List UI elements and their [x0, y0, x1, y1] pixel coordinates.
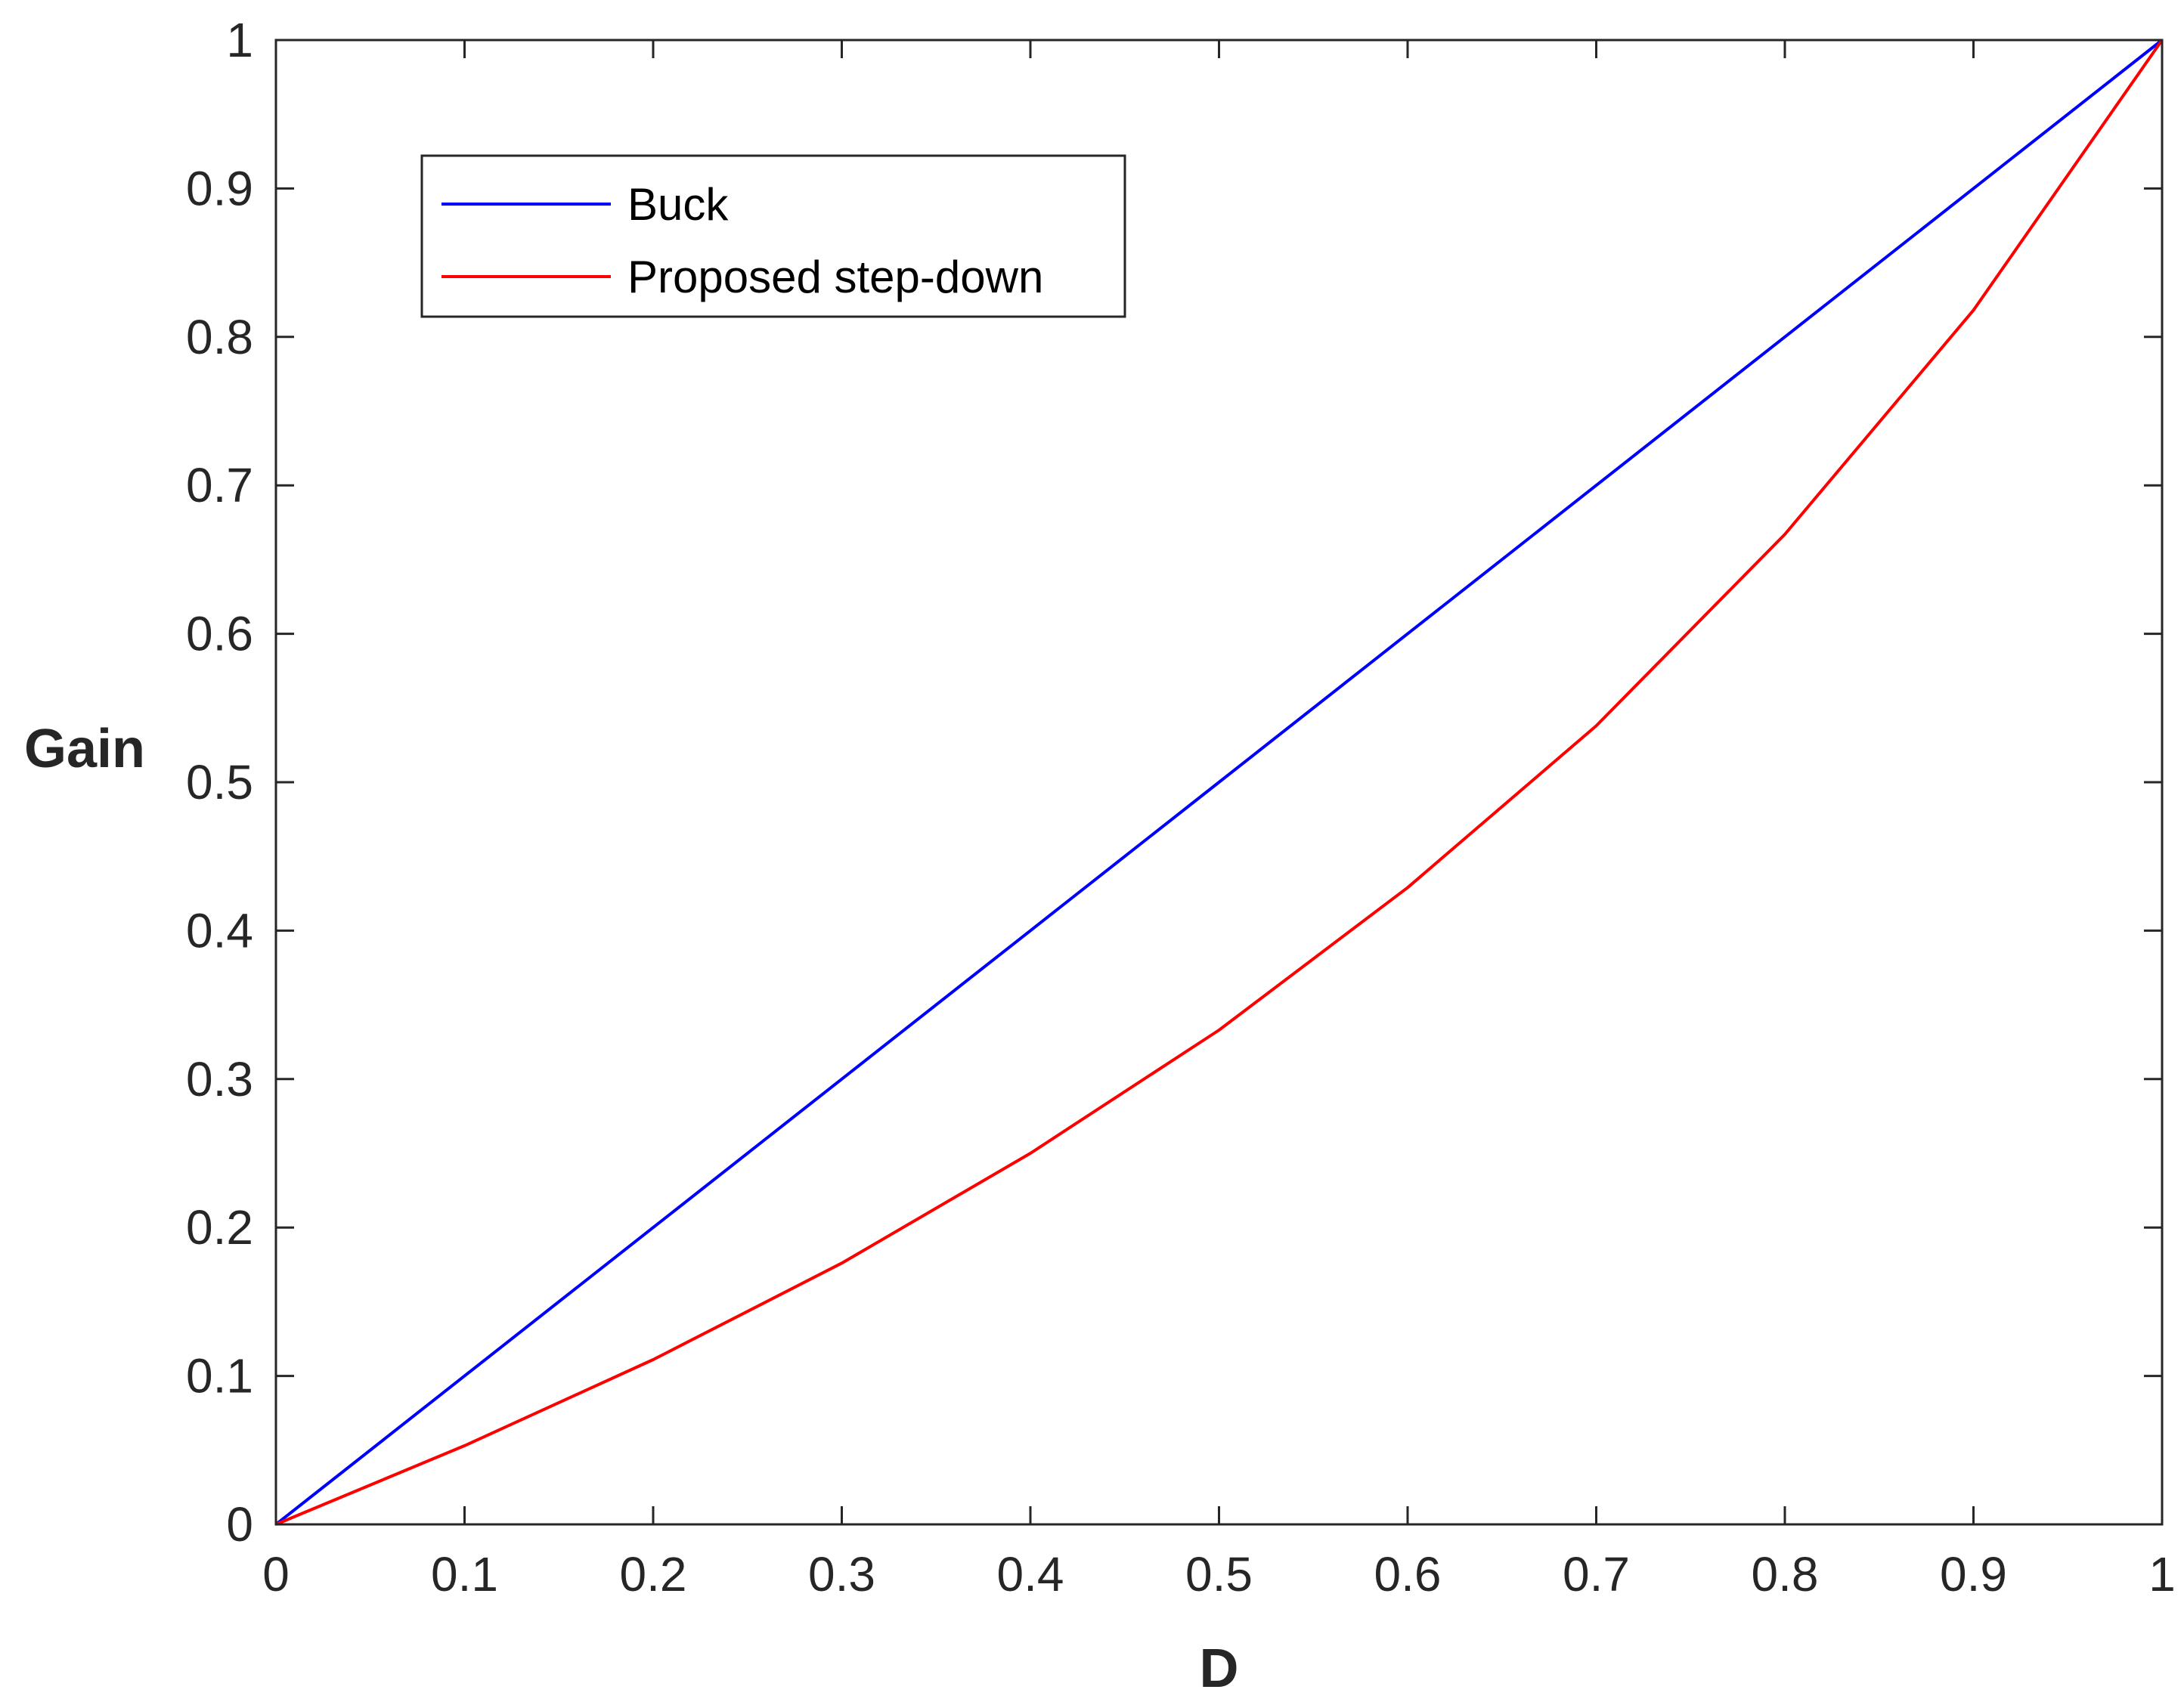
x-tick-label: 0.5 [1185, 1547, 1253, 1601]
x-tick-label: 0.3 [808, 1547, 875, 1601]
x-tick-label: 0.4 [997, 1547, 1064, 1601]
y-tick-label: 1 [226, 13, 253, 67]
legend: Buck Proposed step-down [420, 154, 1126, 318]
x-tick-label: 0.6 [1374, 1547, 1442, 1601]
y-tick-label: 0.5 [186, 755, 253, 809]
y-tick-label: 0.7 [186, 458, 253, 512]
legend-box [420, 154, 1126, 318]
x-tick-label: 0 [262, 1547, 290, 1601]
y-tick-label: 0.8 [186, 310, 253, 364]
y-tick-label: 0.6 [186, 607, 253, 661]
x-tick-label: 0.1 [431, 1547, 498, 1601]
x-tick-label: 0.7 [1563, 1547, 1630, 1601]
y-tick-label: 0.9 [186, 161, 253, 215]
x-tick-label: 0.8 [1752, 1547, 1819, 1601]
x-tick-label: 1 [2148, 1547, 2176, 1601]
series-line-0 [274, 39, 2164, 1526]
x-tick-label: 0.2 [620, 1547, 687, 1601]
y-tick-label: 0.1 [186, 1349, 253, 1403]
ticks-layer: 0 0.1 0.2 0.3 0.4 0.5 0.6 0.7 0.8 0.9 1 0 0.1 0.2 0.3 0… [186, 13, 2176, 1601]
legend-label-1: Proposed step-down [627, 252, 1043, 302]
y-tick-label: 0.2 [186, 1200, 253, 1255]
series-layer [274, 39, 2164, 1526]
x-tick-label: 0.9 [1940, 1547, 2007, 1601]
legend-label-0: Buck [627, 179, 729, 230]
series-line-1 [275, 39, 2164, 1526]
y-axis-title: Gain [24, 719, 145, 779]
y-tick-label: 0 [226, 1497, 253, 1552]
y-tick-label: 0.3 [186, 1052, 253, 1106]
y-tick-label: 0.4 [186, 903, 253, 958]
x-axis-title: D [1200, 1638, 1239, 1699]
